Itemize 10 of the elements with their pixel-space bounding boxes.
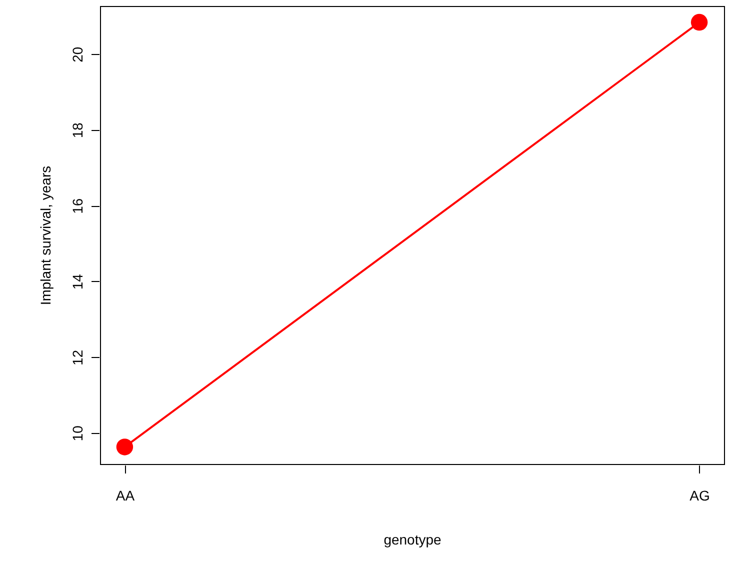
y-tick-label: 18 xyxy=(70,122,86,138)
y-tick-label: 12 xyxy=(70,350,86,366)
y-tick-label: 14 xyxy=(70,274,86,290)
x-tick-label: AA xyxy=(116,488,136,504)
x-axis-title: genotype xyxy=(384,532,442,548)
y-tick-label: 10 xyxy=(70,425,86,442)
y-axis-title: Implant survival, years xyxy=(38,166,54,306)
x-tick-label: AG xyxy=(690,488,710,504)
y-tick-label: 16 xyxy=(70,198,86,214)
y-tick-label: 20 xyxy=(70,46,86,62)
